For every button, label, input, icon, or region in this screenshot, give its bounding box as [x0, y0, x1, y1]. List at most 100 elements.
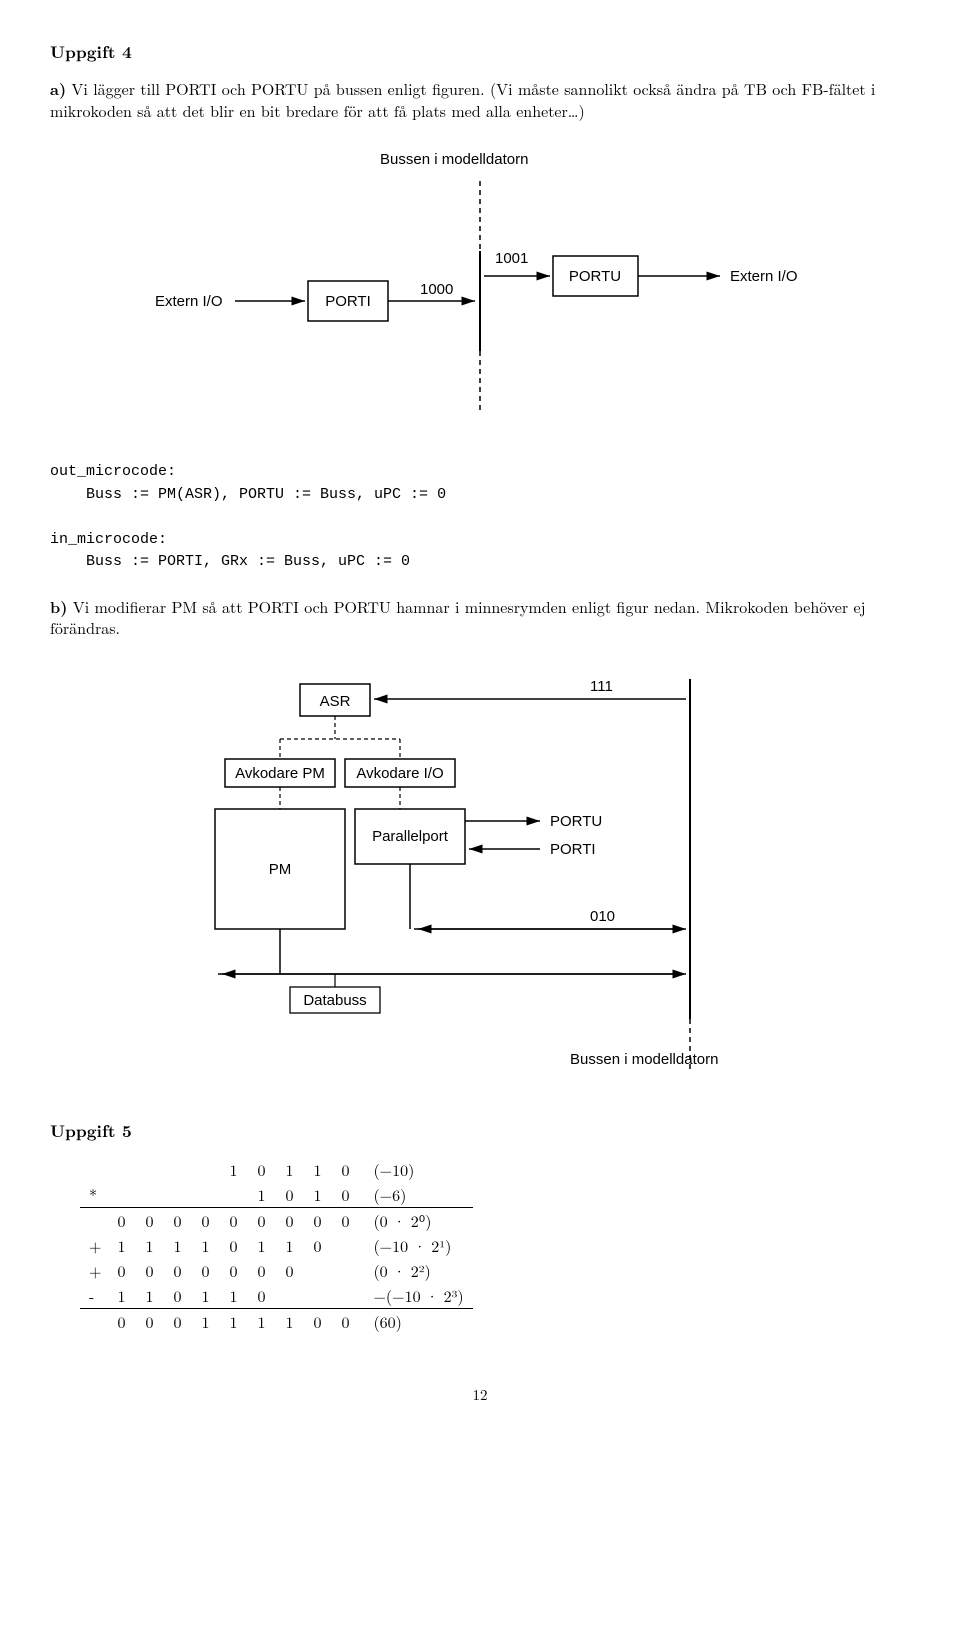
mult-cell: 0 [247, 1207, 275, 1233]
mult-cell: 1 [219, 1157, 247, 1182]
mult-cell: 0 [275, 1258, 303, 1283]
mult-cell: 0 [303, 1233, 331, 1258]
task4-b-text: Vi modifierar PM så att PORTI och PORTU … [50, 595, 866, 640]
mult-cell: 0 [107, 1258, 135, 1283]
mult-cell: 0 [107, 1207, 135, 1233]
out-microcode-block: out_microcode: Buss := PM(ASR), PORTU :=… [50, 461, 910, 574]
mult-cell [331, 1258, 359, 1283]
mult-cell: 1 [247, 1308, 275, 1334]
mult-cell [107, 1182, 135, 1208]
task4-b-label: b) [50, 595, 67, 618]
mult-cell: 1 [135, 1233, 163, 1258]
mult-cell [303, 1283, 331, 1309]
mult-cell: 0 [163, 1308, 191, 1334]
mult-cell: 0 [331, 1308, 359, 1334]
mult-op [80, 1207, 107, 1233]
mult-annotation: −(−10 · 2³) [359, 1283, 472, 1309]
task4-a-label: a) [50, 77, 66, 100]
mult-cell: 1 [135, 1283, 163, 1309]
mult-cell: 1 [303, 1182, 331, 1208]
mult-cell: 0 [135, 1258, 163, 1283]
mult-cell: 1 [107, 1283, 135, 1309]
mult-cell: 0 [275, 1207, 303, 1233]
mult-cell: 1 [303, 1157, 331, 1182]
mult-cell: 0 [303, 1207, 331, 1233]
mult-cell: 0 [135, 1207, 163, 1233]
mult-cell: 0 [247, 1258, 275, 1283]
fig2-porti: PORTI [550, 841, 596, 858]
figure-bus-model: Bussen i modelldatorn Extern I/O PORTI 1… [120, 151, 840, 431]
mult-cell: 0 [107, 1308, 135, 1334]
mult-cell: 1 [219, 1308, 247, 1334]
mult-cell: 0 [191, 1258, 219, 1283]
fig2-portu: PORTU [550, 813, 602, 830]
task5-heading: Uppgift 5 [50, 1119, 910, 1143]
mult-cell: 0 [275, 1182, 303, 1208]
mult-op: + [80, 1233, 107, 1258]
fig2-avk-io: Avkodare I/O [356, 765, 443, 782]
fig2-svg: ASR 111 Avkodare PM Avkodare I/O PM Para… [170, 669, 810, 1089]
mult-cell: 0 [331, 1207, 359, 1233]
fig1-portu: PORTU [569, 268, 621, 285]
mult-op [80, 1308, 107, 1334]
mult-cell [331, 1233, 359, 1258]
mult-cell: 1 [219, 1283, 247, 1309]
mult-cell: 0 [247, 1283, 275, 1309]
mult-annotation: (0 · 2²) [359, 1258, 472, 1283]
fig2-parallelport: Parallelport [372, 828, 449, 845]
mult-cell: 1 [247, 1233, 275, 1258]
mult-annotation: (−10 · 2¹) [359, 1233, 472, 1258]
mult-cell: 1 [191, 1283, 219, 1309]
mult-cell: 0 [191, 1207, 219, 1233]
mult-cell: 0 [247, 1157, 275, 1182]
mult-cell: 1 [275, 1308, 303, 1334]
mult-cell: 1 [275, 1233, 303, 1258]
mult-cell: 1 [275, 1157, 303, 1182]
mult-cell: 0 [219, 1233, 247, 1258]
task4-b-para: b) Vi modifierar PM så att PORTI och POR… [50, 596, 910, 639]
mult-cell [219, 1182, 247, 1208]
task4-a-para: a) Vi lägger till PORTI och PORTU på bus… [50, 78, 910, 121]
mult-annotation: (0 · 2⁰) [359, 1207, 472, 1233]
fig1-caption: Bussen i modelldatorn [380, 151, 528, 168]
fig1-1000: 1000 [420, 281, 453, 298]
task4-a-text: Vi lägger till PORTI och PORTU på bussen… [50, 77, 875, 122]
mult-cell: 1 [191, 1233, 219, 1258]
mult-cell [163, 1157, 191, 1182]
fig2-pm: PM [269, 861, 292, 878]
fig1-extern-io-right: Extern I/O [730, 268, 798, 285]
mult-cell: 1 [247, 1182, 275, 1208]
mult-cell: 0 [135, 1308, 163, 1334]
fig1-porti: PORTI [325, 293, 371, 310]
mult-op: + [80, 1258, 107, 1283]
mult-annotation: (60) [359, 1308, 472, 1334]
mult-op: - [80, 1283, 107, 1309]
mult-cell [135, 1157, 163, 1182]
fig2-asr: ASR [320, 693, 351, 710]
mult-annotation: (−10) [359, 1157, 472, 1182]
mult-cell: 1 [163, 1233, 191, 1258]
mult-cell: 0 [163, 1258, 191, 1283]
fig2-databuss: Databuss [303, 992, 366, 1009]
mult-cell: 0 [331, 1157, 359, 1182]
mult-cell [331, 1283, 359, 1309]
page-number: 12 [50, 1384, 910, 1405]
mult-annotation: (−6) [359, 1182, 472, 1208]
mult-cell: 0 [163, 1207, 191, 1233]
mult-cell [163, 1182, 191, 1208]
mult-cell [191, 1157, 219, 1182]
fig2-caption: Bussen i modelldatorn [570, 1051, 718, 1068]
mult-cell [135, 1182, 163, 1208]
mult-cell [191, 1182, 219, 1208]
fig1-1001: 1001 [495, 250, 528, 267]
mult-cell: 0 [163, 1283, 191, 1309]
mult-cell: 0 [331, 1182, 359, 1208]
multiplication-table: 10110(−10)*1010(−6)000000000(0 · 2⁰)+111… [80, 1157, 473, 1334]
figure-memory-map: ASR 111 Avkodare PM Avkodare I/O PM Para… [170, 669, 810, 1089]
fig1-svg: Extern I/O PORTI 1000 1001 PORTU Extern … [120, 181, 840, 421]
mult-op [80, 1157, 107, 1182]
mult-cell [303, 1258, 331, 1283]
task4-heading: Uppgift 4 [50, 40, 910, 64]
fig2-avk-pm: Avkodare PM [235, 765, 325, 782]
mult-cell: 0 [219, 1207, 247, 1233]
